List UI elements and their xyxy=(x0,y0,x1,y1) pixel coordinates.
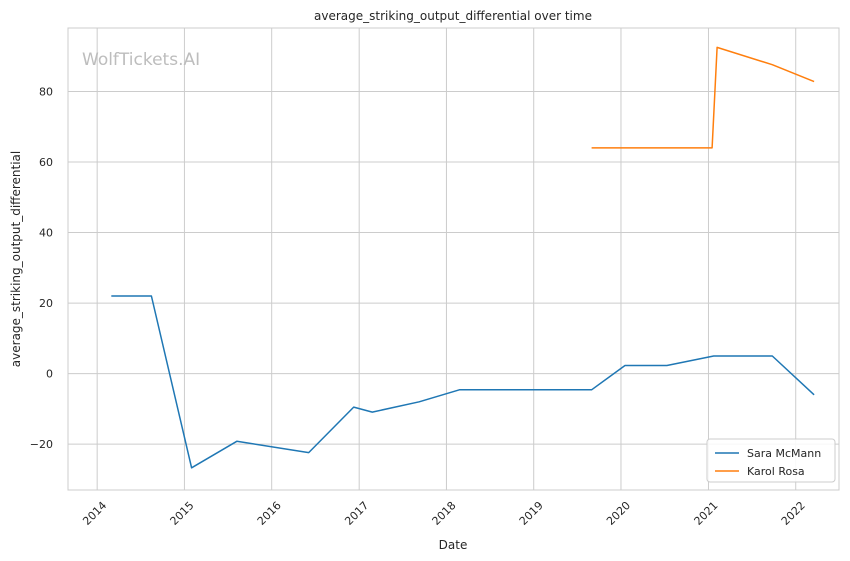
x-axis-label: Date xyxy=(439,538,468,552)
plot-frame xyxy=(67,27,840,491)
x-tick-label: 2018 xyxy=(430,499,459,528)
y-tick-label: 0 xyxy=(46,368,53,381)
x-tick-label: 2020 xyxy=(604,499,633,528)
series-lines xyxy=(111,46,815,469)
x-tick-label: 2014 xyxy=(80,499,109,528)
y-axis-label: average_striking_output_differential xyxy=(9,151,23,367)
legend-label-sara-mcmann: Sara McMann xyxy=(747,447,821,460)
x-tick-label: 2019 xyxy=(517,499,546,528)
series-line-sara-mcmann xyxy=(111,295,815,469)
watermark: WolfTickets.AI xyxy=(82,50,200,70)
gridlines xyxy=(68,28,839,490)
x-tick-label: 2021 xyxy=(692,499,721,528)
y-tick-label: 80 xyxy=(39,85,53,98)
y-tick-label: 40 xyxy=(39,227,53,240)
legend: Sara McMann Karol Rosa xyxy=(706,438,836,483)
legend-label-karol-rosa: Karol Rosa xyxy=(747,465,805,478)
y-tick-label: 60 xyxy=(39,156,53,169)
chart-title: average_striking_output_differential ove… xyxy=(314,9,592,23)
y-tick-label: 20 xyxy=(39,297,53,310)
x-tick-label: 2015 xyxy=(168,499,197,528)
series-line-karol-rosa xyxy=(591,46,815,149)
x-tick-label: 2022 xyxy=(779,499,808,528)
x-tick-label: 2016 xyxy=(255,499,284,528)
y-tick-label: −20 xyxy=(30,438,53,451)
x-tick-label: 2017 xyxy=(342,499,371,528)
